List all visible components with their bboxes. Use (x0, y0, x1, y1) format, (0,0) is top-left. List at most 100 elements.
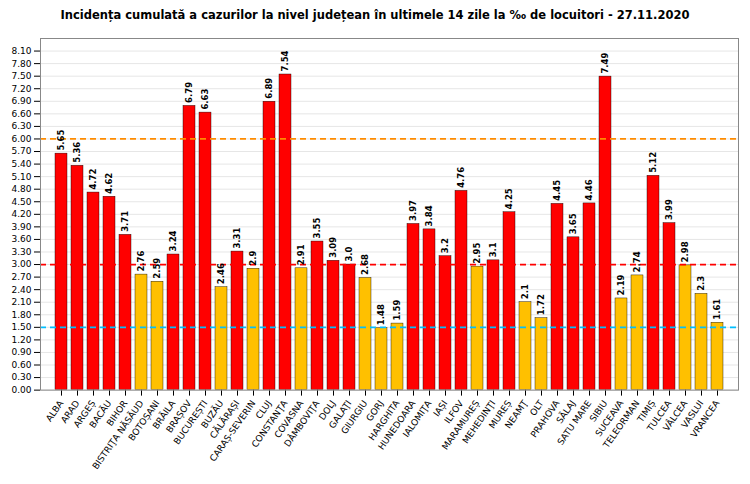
svg-text:2.40: 2.40 (11, 285, 31, 295)
svg-text:1.59: 1.59 (392, 300, 402, 321)
svg-text:4.25: 4.25 (504, 189, 514, 210)
svg-text:6.79: 6.79 (184, 82, 194, 103)
svg-text:TELEORMAN: TELEORMAN (601, 399, 642, 451)
svg-text:7.49: 7.49 (600, 53, 610, 74)
svg-text:4.62: 4.62 (104, 173, 114, 194)
svg-text:MUREȘ: MUREȘ (486, 398, 514, 431)
svg-text:BUCUREȘTI: BUCUREȘTI (171, 398, 210, 447)
svg-text:TULCEA: TULCEA (645, 398, 674, 434)
svg-text:3.65: 3.65 (568, 214, 578, 235)
svg-text:2.98: 2.98 (680, 242, 690, 263)
svg-text:BACĂU: BACĂU (87, 398, 114, 431)
svg-text:CONSTANŢA: CONSTANŢA (249, 398, 290, 450)
svg-text:3.2: 3.2 (440, 238, 450, 253)
svg-text:1.20: 1.20 (11, 335, 31, 345)
svg-text:2.46: 2.46 (216, 263, 226, 284)
svg-text:2.68: 2.68 (360, 254, 370, 275)
svg-text:4.50: 4.50 (11, 197, 31, 207)
svg-text:PRAHOVA: PRAHOVA (528, 398, 562, 440)
svg-text:HARGHITA: HARGHITA (366, 398, 402, 443)
svg-text:1.50: 1.50 (11, 323, 31, 333)
svg-text:4.45: 4.45 (552, 180, 562, 201)
svg-text:4.76: 4.76 (456, 167, 466, 188)
svg-text:MEHEDINŢI: MEHEDINŢI (460, 398, 498, 446)
svg-text:SUCEAVA: SUCEAVA (593, 398, 626, 439)
svg-text:5.70: 5.70 (11, 147, 31, 157)
svg-text:3.24: 3.24 (168, 231, 178, 252)
svg-text:2.76: 2.76 (136, 251, 146, 272)
svg-text:BRĂILA: BRĂILA (150, 398, 178, 432)
svg-text:2.19: 2.19 (616, 275, 626, 296)
svg-text:BOTOȘANI: BOTOȘANI (126, 398, 162, 444)
svg-text:3.1: 3.1 (488, 243, 498, 258)
svg-text:CĂLĂRAȘI: CĂLĂRAȘI (208, 398, 242, 441)
svg-text:4.80: 4.80 (11, 184, 31, 194)
svg-text:NEAMŢ: NEAMŢ (503, 398, 530, 430)
svg-text:2.95: 2.95 (472, 243, 482, 264)
svg-text:8.10: 8.10 (11, 46, 31, 56)
svg-text:HUNEDOARA: HUNEDOARA (376, 398, 418, 452)
svg-text:6.00: 6.00 (11, 134, 31, 144)
svg-text:5.36: 5.36 (72, 142, 82, 163)
svg-text:VRANCEA: VRANCEA (689, 398, 722, 440)
svg-text:VASLUI: VASLUI (679, 398, 706, 431)
svg-text:2.10: 2.10 (11, 297, 31, 307)
svg-text:3.30: 3.30 (11, 247, 31, 257)
svg-text:1.48: 1.48 (376, 304, 386, 325)
svg-text:GALAŢI: GALAŢI (327, 398, 354, 431)
svg-text:3.60: 3.60 (11, 235, 31, 245)
svg-text:0.60: 0.60 (11, 360, 31, 370)
svg-text:3.90: 3.90 (11, 222, 31, 232)
svg-text:CARAȘ-SEVERIN: CARAȘ-SEVERIN (208, 399, 259, 465)
svg-text:0.90: 0.90 (11, 348, 31, 358)
svg-text:MARAMUREȘ: MARAMUREȘ (440, 398, 482, 453)
svg-text:7.80: 7.80 (11, 59, 31, 69)
svg-text:6.89: 6.89 (264, 78, 274, 99)
svg-text:2.9: 2.9 (248, 251, 258, 266)
svg-text:4.46: 4.46 (584, 180, 594, 201)
svg-text:3.09: 3.09 (328, 237, 338, 258)
svg-text:6.60: 6.60 (11, 109, 31, 119)
svg-text:0.00: 0.00 (11, 385, 31, 395)
svg-text:GIURGIU: GIURGIU (339, 398, 370, 437)
svg-text:4.72: 4.72 (88, 169, 98, 190)
svg-text:5.40: 5.40 (11, 159, 31, 169)
svg-text:3.71: 3.71 (120, 211, 130, 232)
svg-text:3.97: 3.97 (408, 200, 418, 221)
svg-text:4.20: 4.20 (11, 210, 31, 220)
svg-text:BRAȘOV: BRAȘOV (164, 398, 194, 435)
svg-text:6.90: 6.90 (11, 97, 31, 107)
svg-text:6.63: 6.63 (200, 89, 210, 110)
svg-text:3.31: 3.31 (232, 228, 242, 249)
svg-text:6.30: 6.30 (11, 122, 31, 132)
svg-text:1.61: 1.61 (712, 299, 722, 320)
svg-text:BISTRIŢA NĂSĂUD: BISTRIŢA NĂSĂUD (90, 398, 146, 472)
svg-text:2.70: 2.70 (11, 272, 31, 282)
svg-text:3.84: 3.84 (424, 206, 434, 227)
svg-text:0.30: 0.30 (11, 373, 31, 383)
svg-text:3.00: 3.00 (11, 260, 31, 270)
svg-text:5.12: 5.12 (648, 152, 658, 173)
svg-text:2.91: 2.91 (296, 245, 306, 266)
svg-text:IALOMIŢA: IALOMIŢA (401, 398, 434, 439)
svg-text:7.50: 7.50 (11, 71, 31, 81)
svg-text:SATU MARE: SATU MARE (555, 399, 593, 448)
svg-text:7.54: 7.54 (280, 51, 290, 72)
svg-text:5.10: 5.10 (11, 172, 31, 182)
svg-text:1.80: 1.80 (11, 310, 31, 320)
svg-text:VÂLCEA: VÂLCEA (661, 398, 690, 434)
svg-text:3.55: 3.55 (312, 218, 322, 239)
svg-text:2.59: 2.59 (152, 258, 162, 279)
svg-text:2.74: 2.74 (632, 252, 642, 273)
svg-text:2.3: 2.3 (696, 276, 706, 291)
svg-text:BUZĂU: BUZĂU (199, 398, 226, 431)
svg-text:2.1: 2.1 (520, 284, 530, 299)
svg-text:7.20: 7.20 (11, 84, 31, 94)
svg-text:5.65: 5.65 (56, 130, 66, 151)
svg-text:DÂMBOVIŢA: DÂMBOVIŢA (281, 398, 322, 449)
svg-text:ARGEȘ: ARGEȘ (71, 398, 98, 430)
svg-text:3.0: 3.0 (344, 247, 354, 262)
svg-text:COVASNA: COVASNA (272, 398, 306, 441)
svg-text:3.99: 3.99 (664, 199, 674, 220)
svg-text:1.72: 1.72 (536, 294, 546, 315)
